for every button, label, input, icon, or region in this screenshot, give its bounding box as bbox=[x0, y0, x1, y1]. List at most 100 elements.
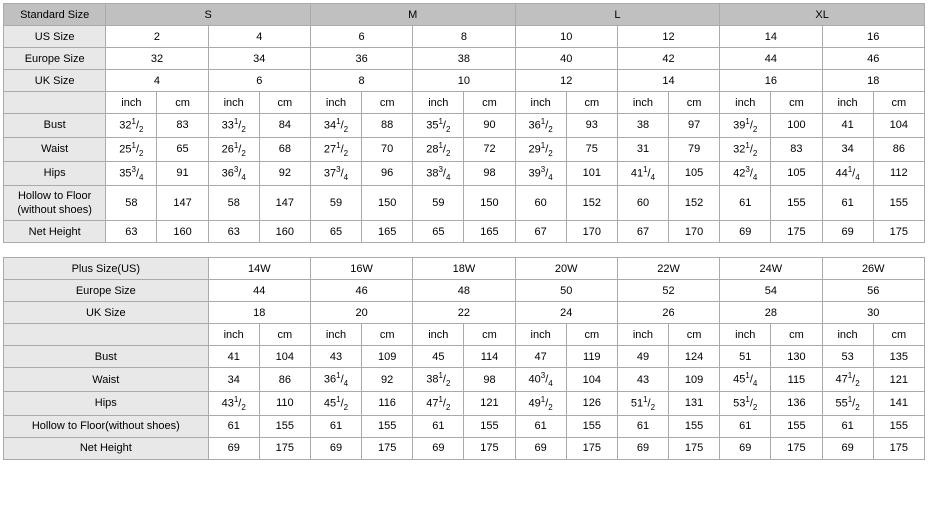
cell-inch: 411/4 bbox=[617, 161, 668, 185]
cell: 14 bbox=[720, 26, 822, 48]
cell: 24 bbox=[515, 302, 617, 324]
unit-cm: cm bbox=[464, 92, 515, 114]
row-label: Net Height bbox=[4, 437, 209, 459]
cell-cm: 104 bbox=[873, 114, 924, 138]
cell-inch: 67 bbox=[617, 221, 668, 243]
cell-cm: 155 bbox=[771, 415, 822, 437]
cell-inch: 34 bbox=[822, 137, 873, 161]
cell: 46 bbox=[310, 280, 412, 302]
row-label: Hips bbox=[4, 391, 209, 415]
cell-inch: 291/2 bbox=[515, 137, 566, 161]
cell-cm: 121 bbox=[873, 368, 924, 392]
cell-cm: 136 bbox=[771, 391, 822, 415]
unit-inch: inch bbox=[515, 324, 566, 346]
cell-cm: 83 bbox=[157, 114, 208, 138]
unit-cm: cm bbox=[362, 324, 413, 346]
cell: 16 bbox=[822, 26, 925, 48]
cell-cm: 135 bbox=[873, 346, 924, 368]
cell-inch: 61 bbox=[720, 185, 771, 221]
cell-cm: 70 bbox=[362, 137, 413, 161]
cell: 48 bbox=[413, 280, 515, 302]
cell-cm: 147 bbox=[259, 185, 310, 221]
cell-inch: 67 bbox=[515, 221, 566, 243]
cell-inch: 381/2 bbox=[413, 368, 464, 392]
cell-inch: 361/2 bbox=[515, 114, 566, 138]
unit-cm: cm bbox=[669, 92, 720, 114]
cell: 18 bbox=[822, 70, 925, 92]
cell: 4 bbox=[208, 26, 310, 48]
cell-cm: 155 bbox=[873, 185, 924, 221]
unit-cm: cm bbox=[259, 324, 310, 346]
cell-inch: 61 bbox=[822, 185, 873, 221]
row-label: Europe Size bbox=[4, 48, 106, 70]
cell-inch: 58 bbox=[208, 185, 259, 221]
cell-cm: 90 bbox=[464, 114, 515, 138]
cell-cm: 105 bbox=[669, 161, 720, 185]
cell-cm: 121 bbox=[464, 391, 515, 415]
cell: 16 bbox=[720, 70, 822, 92]
cell: 14 bbox=[617, 70, 719, 92]
cell-inch: 34 bbox=[208, 368, 259, 392]
cell-cm: 68 bbox=[259, 137, 310, 161]
cell-cm: 155 bbox=[873, 415, 924, 437]
cell-cm: 175 bbox=[771, 437, 822, 459]
row-label: UK Size bbox=[4, 302, 209, 324]
cell: 40 bbox=[515, 48, 617, 70]
unit-cm: cm bbox=[464, 324, 515, 346]
cell-cm: 170 bbox=[566, 221, 617, 243]
cell-cm: 155 bbox=[362, 415, 413, 437]
cell-inch: 49 bbox=[617, 346, 668, 368]
cell-inch: 47 bbox=[515, 346, 566, 368]
cell-cm: 75 bbox=[566, 137, 617, 161]
cell: 50 bbox=[515, 280, 617, 302]
cell-inch: 511/2 bbox=[617, 391, 668, 415]
cell-cm: 112 bbox=[873, 161, 924, 185]
unit-inch: inch bbox=[515, 92, 566, 114]
cell: 8 bbox=[310, 70, 412, 92]
cell-cm: 175 bbox=[362, 437, 413, 459]
cell-inch: 551/2 bbox=[822, 391, 873, 415]
cell-cm: 83 bbox=[771, 137, 822, 161]
cell: 4 bbox=[106, 70, 208, 92]
cell-cm: 175 bbox=[771, 221, 822, 243]
cell: 30 bbox=[822, 302, 925, 324]
cell: 44 bbox=[208, 280, 310, 302]
cell-cm: 101 bbox=[566, 161, 617, 185]
cell-cm: 109 bbox=[362, 346, 413, 368]
cell-inch: 45 bbox=[413, 346, 464, 368]
cell-cm: 104 bbox=[259, 346, 310, 368]
cell-cm: 114 bbox=[464, 346, 515, 368]
row-label: Bust bbox=[4, 114, 106, 138]
cell: 38 bbox=[413, 48, 515, 70]
unit-inch: inch bbox=[720, 324, 771, 346]
cell-inch: 58 bbox=[106, 185, 157, 221]
cell-cm: 175 bbox=[464, 437, 515, 459]
row-label: Europe Size bbox=[4, 280, 209, 302]
cell-inch: 43 bbox=[617, 368, 668, 392]
unit-inch: inch bbox=[208, 92, 259, 114]
cell-inch: 363/4 bbox=[208, 161, 259, 185]
cell-inch: 31 bbox=[617, 137, 668, 161]
row-label: Plus Size(US) bbox=[4, 258, 209, 280]
cell: 8 bbox=[413, 26, 515, 48]
cell-inch: 63 bbox=[208, 221, 259, 243]
cell-inch: 43 bbox=[310, 346, 361, 368]
cell-inch: 471/2 bbox=[822, 368, 873, 392]
cell-cm: 165 bbox=[464, 221, 515, 243]
cell: 10 bbox=[515, 26, 617, 48]
cell-cm: 150 bbox=[464, 185, 515, 221]
unit-cm: cm bbox=[669, 324, 720, 346]
cell-inch: 403/4 bbox=[515, 368, 566, 392]
cell-cm: 160 bbox=[157, 221, 208, 243]
cell-inch: 51 bbox=[720, 346, 771, 368]
cell-inch: 60 bbox=[617, 185, 668, 221]
cell-cm: 147 bbox=[157, 185, 208, 221]
unit-inch: inch bbox=[310, 324, 361, 346]
cell: 18 bbox=[208, 302, 310, 324]
cell: 46 bbox=[822, 48, 925, 70]
cell-cm: 92 bbox=[362, 368, 413, 392]
cell-inch: 361/4 bbox=[310, 368, 361, 392]
unit-inch: inch bbox=[106, 92, 157, 114]
cell-cm: 175 bbox=[259, 437, 310, 459]
cell-inch: 431/2 bbox=[208, 391, 259, 415]
